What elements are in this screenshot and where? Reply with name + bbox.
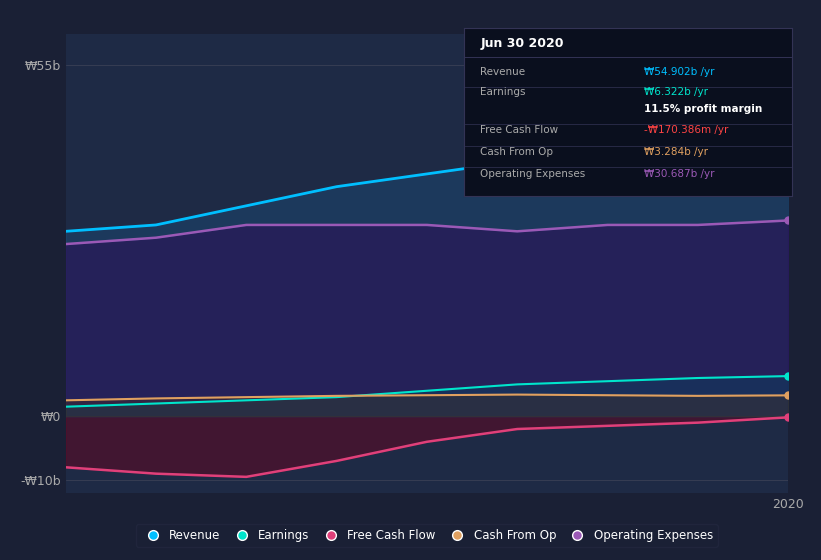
Text: 11.5% profit margin: 11.5% profit margin: [644, 104, 763, 114]
Text: Free Cash Flow: Free Cash Flow: [480, 125, 558, 136]
Text: Earnings: Earnings: [480, 87, 525, 97]
Text: Operating Expenses: Operating Expenses: [480, 169, 585, 179]
Text: ₩3.284b /yr: ₩3.284b /yr: [644, 147, 709, 157]
Legend: Revenue, Earnings, Free Cash Flow, Cash From Op, Operating Expenses: Revenue, Earnings, Free Cash Flow, Cash …: [136, 524, 718, 547]
Text: ₩30.687b /yr: ₩30.687b /yr: [644, 169, 715, 179]
Text: Revenue: Revenue: [480, 67, 525, 77]
Text: ₩54.902b /yr: ₩54.902b /yr: [644, 67, 715, 77]
Text: Cash From Op: Cash From Op: [480, 147, 553, 157]
Text: ₩6.322b /yr: ₩6.322b /yr: [644, 87, 709, 97]
Text: -₩170.386m /yr: -₩170.386m /yr: [644, 125, 729, 136]
Text: Jun 30 2020: Jun 30 2020: [480, 36, 564, 50]
